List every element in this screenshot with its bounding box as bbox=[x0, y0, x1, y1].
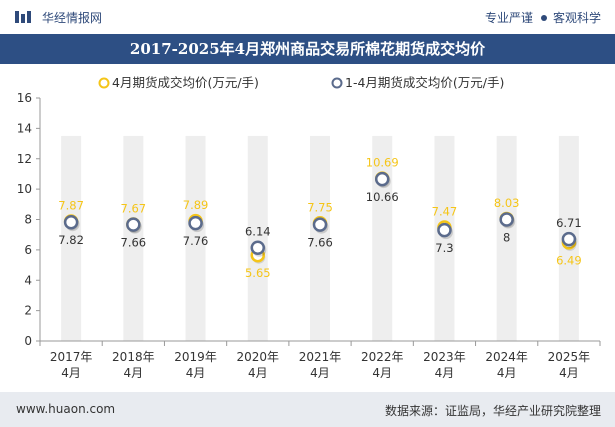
ytd-point bbox=[63, 214, 79, 230]
april-data-label: 5.65 bbox=[245, 266, 271, 280]
ytd-point bbox=[561, 231, 577, 247]
x-tick-label-month: 4月 bbox=[310, 366, 330, 380]
website: www.huaon.com bbox=[16, 402, 116, 416]
legend-label-ytd: 1-4月期货成交均价(万元/手) bbox=[345, 75, 504, 90]
april-data-label: 6.49 bbox=[556, 253, 582, 267]
ytd-data-label: 7.66 bbox=[121, 236, 147, 250]
april-data-label: 8.03 bbox=[494, 196, 520, 210]
y-tick-label: 12 bbox=[17, 152, 32, 166]
x-tick-label-year: 2018年 bbox=[112, 350, 155, 364]
april-data-label: 10.69 bbox=[366, 156, 399, 170]
column-band bbox=[496, 135, 517, 341]
y-tick-label: 14 bbox=[17, 121, 32, 135]
ytd-data-label: 6.71 bbox=[556, 216, 582, 230]
ytd-data-label: 6.14 bbox=[245, 225, 271, 239]
x-tick-label-year: 2023年 bbox=[423, 350, 466, 364]
dot-icon bbox=[540, 15, 547, 21]
ytd-point bbox=[312, 217, 328, 232]
column-band bbox=[247, 135, 268, 341]
y-tick-label: 6 bbox=[24, 243, 32, 257]
ytd-point bbox=[126, 217, 141, 232]
april-data-label: 7.75 bbox=[307, 200, 333, 214]
legend-marker-ytd bbox=[331, 77, 343, 89]
chart: 0 2 4 6 8 10 12 14 16 2017年 4月 2018年 4月 2019年 4月 2020年 4… bbox=[17, 75, 601, 380]
legend-marker-april bbox=[98, 77, 110, 89]
column-band bbox=[310, 135, 330, 341]
chart-title: 2017-2025年4月郑州商品交易所棉花期货成交均价 bbox=[129, 40, 486, 58]
brand-logo-icon bbox=[15, 11, 31, 23]
ytd-point bbox=[437, 222, 452, 238]
x-tick-label-month: 4月 bbox=[186, 366, 206, 380]
ytd-data-label: 7.82 bbox=[58, 233, 84, 247]
ytd-point bbox=[374, 171, 390, 187]
april-data-label: 7.89 bbox=[183, 198, 209, 212]
top-bar: 华经情报网 专业严谨 客观科学 bbox=[0, 0, 615, 34]
x-tick-label-year: 2025年 bbox=[548, 350, 591, 364]
x-tick-label-year: 2017年 bbox=[50, 350, 93, 364]
ytd-data-label: 7.76 bbox=[183, 234, 209, 248]
ytd-data-label: 7.66 bbox=[307, 236, 333, 250]
x-tick-label-month: 4月 bbox=[124, 366, 144, 380]
x-tick-label-year: 2021年 bbox=[299, 350, 342, 364]
x-tick-label-month: 4月 bbox=[61, 366, 81, 380]
column-band bbox=[434, 135, 455, 341]
y-tick-label: 10 bbox=[17, 182, 32, 196]
data-source: 数据来源：证监局，华经产业研究院整理 bbox=[384, 404, 601, 418]
column-band bbox=[185, 135, 206, 341]
ytd-data-label: 7.3 bbox=[435, 241, 453, 255]
y-tick-label: 0 bbox=[24, 334, 32, 348]
ytd-data-label: 8 bbox=[503, 231, 510, 245]
x-tick-label-month: 4月 bbox=[248, 366, 268, 380]
column-band bbox=[61, 135, 82, 341]
x-tick-label-year: 2022年 bbox=[361, 350, 404, 364]
tagline-2: 客观科学 bbox=[552, 11, 601, 25]
y-tick-label: 8 bbox=[24, 213, 32, 227]
x-tick-label-month: 4月 bbox=[435, 366, 455, 380]
ytd-point bbox=[188, 215, 203, 231]
x-tick-label-month: 4月 bbox=[372, 366, 392, 380]
april-data-label: 7.47 bbox=[432, 205, 458, 219]
brand-name: 华经情报网 bbox=[42, 11, 103, 25]
ytd-point bbox=[499, 212, 514, 227]
legend-label-april: 4月期货成交均价(万元/手) bbox=[112, 75, 259, 90]
y-tick-label: 2 bbox=[24, 304, 32, 318]
column-band bbox=[123, 135, 144, 341]
ytd-point bbox=[250, 240, 266, 255]
x-tick-label-month: 4月 bbox=[497, 366, 517, 380]
tagline: 专业严谨 客观科学 bbox=[485, 9, 601, 26]
y-tick-label: 4 bbox=[24, 273, 32, 287]
x-tick-label-year: 2024年 bbox=[485, 350, 528, 364]
y-tick-label: 16 bbox=[17, 91, 32, 105]
title-bar: 2017-2025年4月郑州商品交易所棉花期货成交均价 bbox=[0, 34, 615, 64]
column-band bbox=[372, 135, 393, 341]
april-data-label: 7.67 bbox=[121, 202, 147, 216]
footer-bar: www.huaon.com 数据来源：证监局，华经产业研究院整理 bbox=[0, 392, 615, 427]
tagline-1: 专业严谨 bbox=[484, 11, 533, 25]
april-data-label: 7.87 bbox=[58, 198, 84, 212]
x-tick-label-year: 2019年 bbox=[174, 350, 217, 364]
ytd-data-label: 10.66 bbox=[366, 190, 399, 204]
x-tick-label-year: 2020年 bbox=[237, 350, 280, 364]
x-tick-label-month: 4月 bbox=[559, 366, 579, 380]
